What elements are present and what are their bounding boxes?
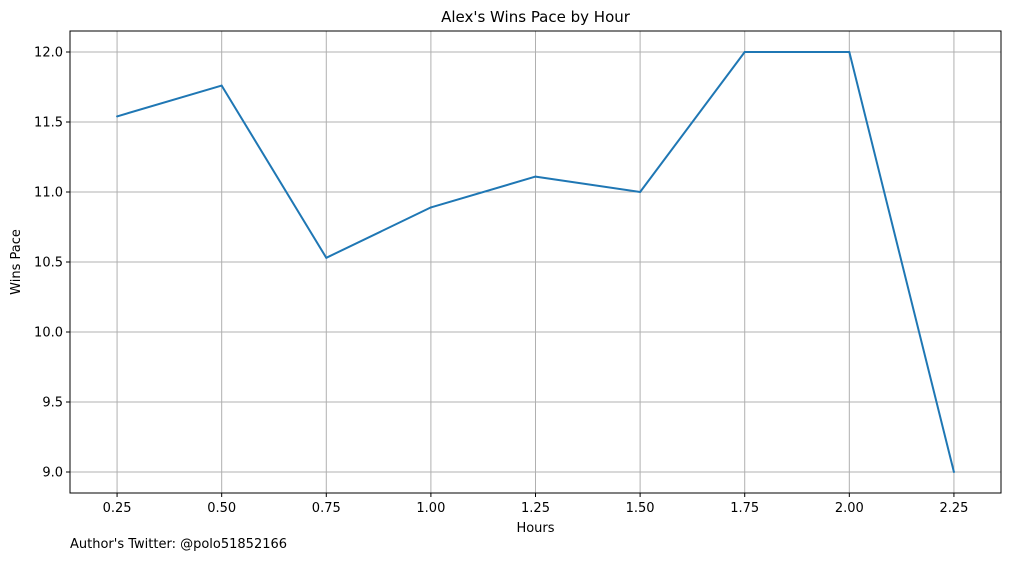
x-tick-label: 1.50	[626, 501, 655, 516]
y-tick-label: 9.0	[42, 466, 63, 481]
x-axis-label: Hours	[516, 521, 554, 536]
data-point	[848, 51, 851, 53]
chart-title: Alex's Wins Pace by Hour	[441, 8, 631, 26]
data-point	[952, 471, 955, 473]
x-tick-label: 1.25	[521, 501, 550, 516]
x-tick-label: 1.75	[730, 501, 759, 516]
data-point	[743, 51, 746, 53]
data-point	[220, 84, 223, 87]
data-point	[639, 191, 642, 193]
series-layer	[116, 51, 955, 473]
y-tick-label: 10.0	[34, 326, 63, 341]
author-credit: Author's Twitter: @polo51852166	[70, 537, 288, 552]
x-tick-label: 0.50	[207, 501, 236, 516]
y-tick-label: 11.0	[34, 186, 63, 201]
y-tick-label: 10.5	[34, 256, 63, 271]
x-axis: 0.25 0.50 0.75 1.00 1.25 1.50 1.75 2.00 2.25	[103, 493, 968, 516]
y-tick-label: 9.5	[42, 396, 63, 411]
x-tick-label: 2.00	[835, 501, 864, 516]
x-tick-label: 0.25	[103, 501, 132, 516]
y-tick-label: 12.0	[34, 46, 63, 61]
y-axis-label: Wins Pace	[9, 229, 24, 295]
y-tick-label: 11.5	[34, 116, 63, 131]
data-point	[325, 256, 328, 259]
data-point	[534, 175, 537, 178]
y-axis: 9.0 9.5 10.0 10.5 11.0 11.5 12.0	[34, 46, 70, 481]
grid	[70, 31, 1001, 493]
x-tick-label: 0.75	[312, 501, 341, 516]
x-tick-label: 2.25	[939, 501, 968, 516]
x-tick-label: 1.00	[416, 501, 445, 516]
data-point	[116, 115, 119, 118]
data-point	[429, 206, 432, 209]
